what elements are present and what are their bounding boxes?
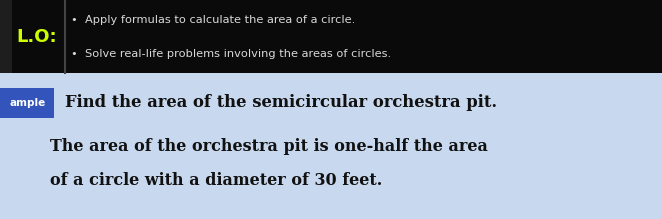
- Text: The area of the orchestra pit is one-half the area: The area of the orchestra pit is one-hal…: [50, 138, 487, 155]
- Text: L.O:: L.O:: [16, 28, 57, 46]
- Text: Find the area of the semicircular orchestra pit.: Find the area of the semicircular orches…: [65, 94, 497, 111]
- FancyBboxPatch shape: [0, 0, 662, 73]
- FancyBboxPatch shape: [0, 88, 54, 118]
- Text: •  Apply formulas to calculate the area of a circle.: • Apply formulas to calculate the area o…: [71, 15, 355, 25]
- Text: ample: ample: [9, 98, 45, 108]
- Text: of a circle with a diameter of 30 feet.: of a circle with a diameter of 30 feet.: [50, 172, 382, 189]
- Text: •  Solve real-life problems involving the areas of circles.: • Solve real-life problems involving the…: [71, 49, 392, 58]
- FancyBboxPatch shape: [0, 0, 12, 73]
